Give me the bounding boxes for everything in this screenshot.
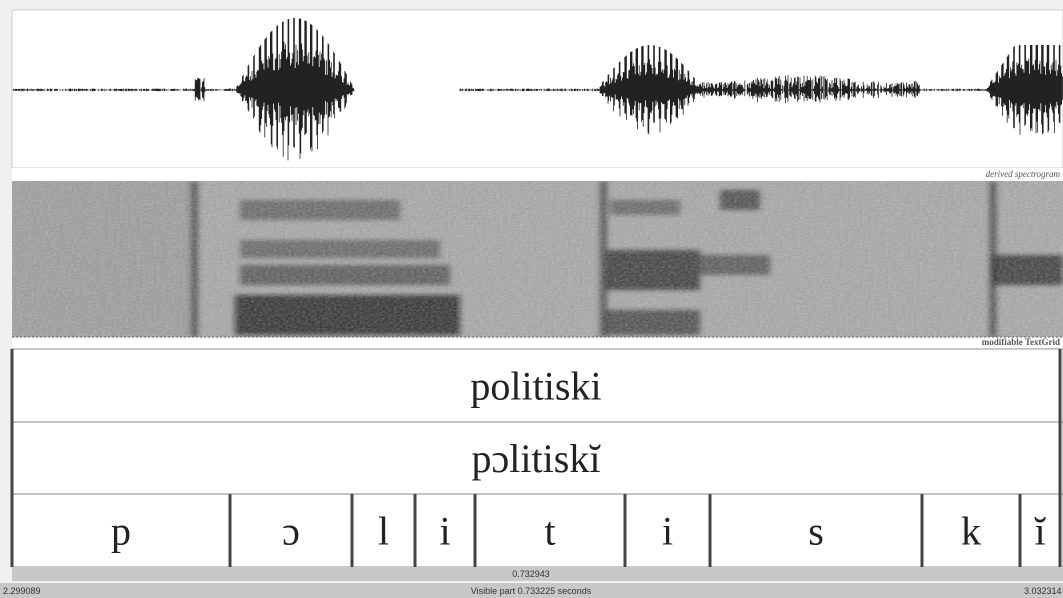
visible-part: Visible part 0.733225 seconds (471, 586, 592, 596)
separator (12, 338, 1063, 348)
end-time: 3.032314 (1024, 586, 1062, 596)
interval-label: i (439, 509, 450, 554)
interval-label: p (111, 509, 131, 554)
start-time: 2.299089 (3, 586, 41, 596)
selection-duration: 0.732943 (512, 569, 550, 579)
textgrid-panel (11, 348, 1063, 568)
interval-label: l (378, 509, 389, 554)
separator (12, 168, 1063, 181)
interval-label: ɔ (282, 509, 300, 554)
spectrogram-label: derived spectrogram (986, 169, 1061, 179)
textgrid-label: modifiable TextGrid (982, 337, 1060, 347)
interval-label: t (544, 509, 555, 554)
spectrogram (12, 181, 1063, 337)
interval-label: i (662, 509, 673, 554)
interval-label: pɔlitiskĭ (472, 436, 602, 481)
selection-bar[interactable] (12, 567, 1063, 581)
interval-label: ĭ (1033, 509, 1046, 554)
interval-label: politiski (470, 364, 601, 409)
status-bar[interactable] (0, 583, 1063, 598)
interval-label: k (961, 509, 981, 554)
interval-label: s (808, 509, 824, 554)
